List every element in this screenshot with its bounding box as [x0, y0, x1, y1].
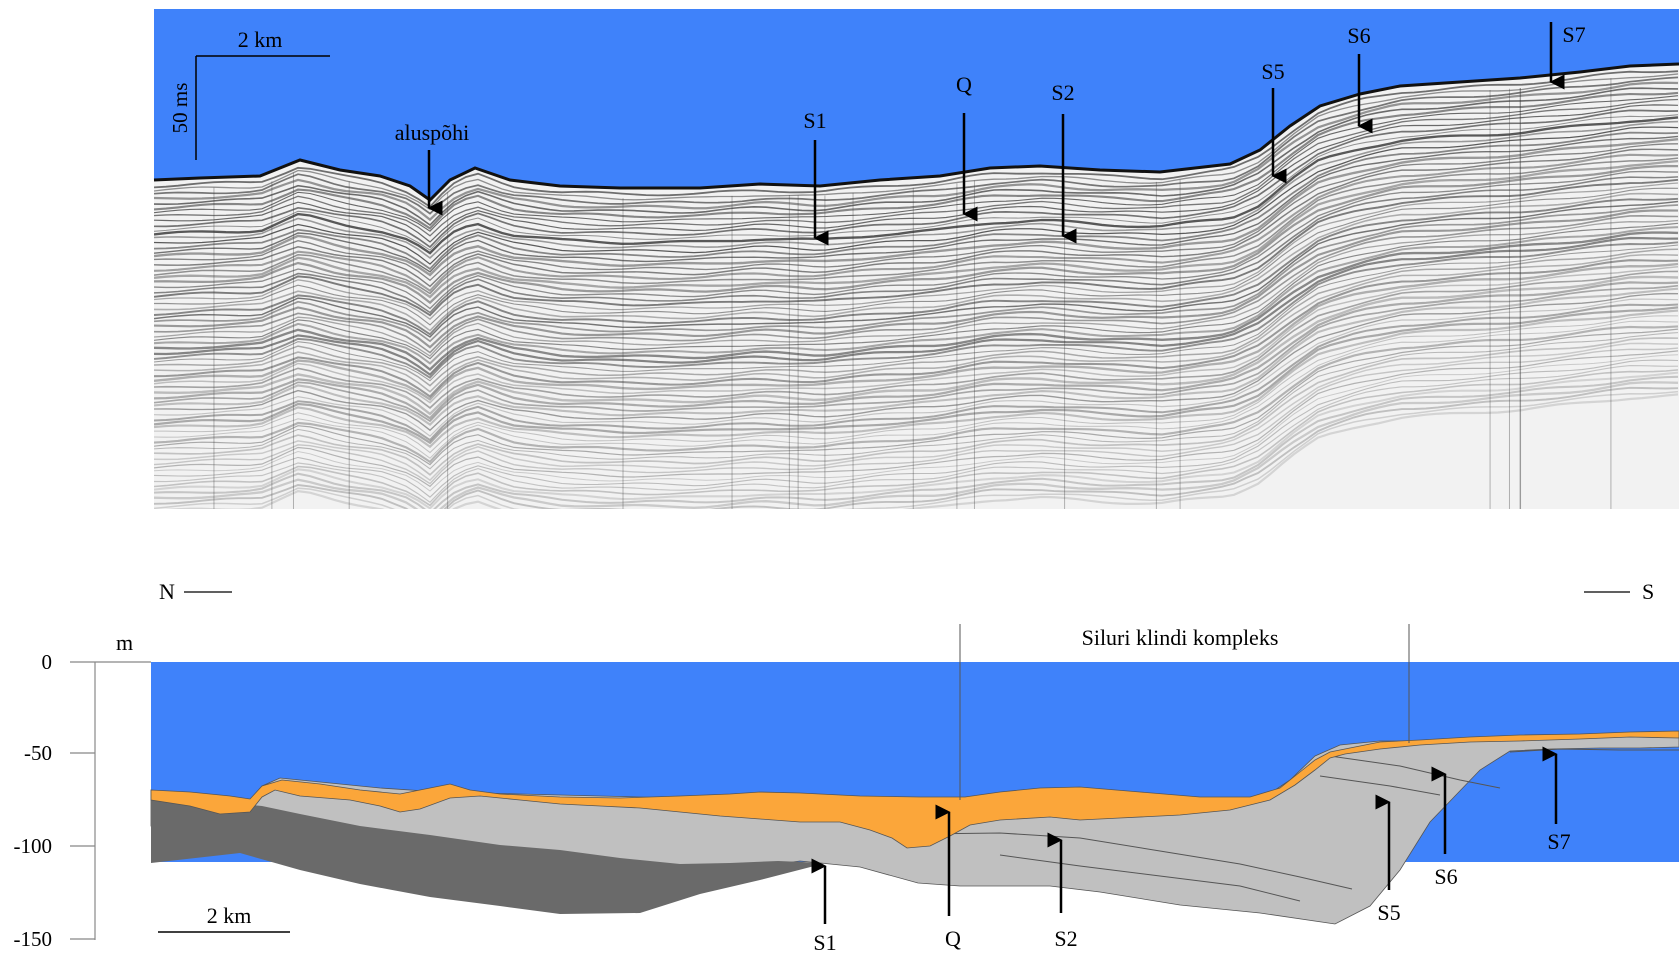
seabed-reflector — [153, 62, 1679, 202]
depth-unit-label: m — [116, 630, 133, 655]
svg-text:S1: S1 — [803, 108, 826, 133]
depth-tick-100: -100 — [14, 834, 53, 858]
depth-axis: 0 -50 -100 -150 — [14, 650, 151, 951]
svg-text:S1: S1 — [813, 930, 836, 955]
seismic-scale: 2 km 50 ms — [168, 27, 330, 160]
svg-text:S7: S7 — [1562, 22, 1585, 47]
svg-text:Q: Q — [956, 72, 972, 97]
svg-text:S5: S5 — [1377, 900, 1400, 925]
svg-text:S6: S6 — [1347, 23, 1370, 48]
section-annotations: S1 Q S2 S5 S6 S7 — [811, 746, 1571, 955]
section-annotation-s7: S7 — [1542, 746, 1571, 854]
seismic-water-column — [154, 9, 1679, 200]
depth-tick-50: -50 — [24, 741, 52, 765]
svg-text:aluspõhi: aluspõhi — [395, 120, 470, 145]
annotation-aluspohi: aluspõhi — [395, 120, 470, 216]
annotation-s6: S6 — [1347, 23, 1373, 134]
annotation-s2: S2 — [1051, 80, 1077, 244]
basement-layer — [151, 795, 826, 914]
annotation-s1: S1 — [803, 108, 829, 246]
seismic-panel: 2 km 50 ms aluspõhi S1 Q S2 S5 — [153, 9, 1679, 509]
section-scale-label: 2 km — [207, 903, 252, 928]
south-label: S — [1642, 579, 1654, 604]
svg-text:S5: S5 — [1261, 59, 1284, 84]
complex-bracket: Siluri klindi kompleks — [959, 624, 1410, 800]
svg-text:S6: S6 — [1434, 864, 1457, 889]
depth-tick-150: -150 — [14, 927, 53, 951]
complex-label: Siluri klindi kompleks — [1082, 625, 1279, 650]
svg-text:S2: S2 — [1051, 80, 1074, 105]
annotation-s7: S7 — [1549, 22, 1586, 90]
svg-text:Q: Q — [945, 926, 961, 951]
svg-text:S7: S7 — [1547, 829, 1570, 854]
section-panel: N S m 0 -50 -100 — [14, 579, 1679, 955]
section-annotation-q: Q — [935, 804, 961, 951]
internal-horizons — [919, 748, 1679, 902]
annotation-q: Q — [956, 72, 978, 222]
svg-text:S2: S2 — [1054, 926, 1077, 951]
seismic-annotations: aluspõhi S1 Q S2 S5 S6 — [395, 22, 1586, 246]
section-scale: 2 km — [158, 903, 290, 933]
quaternary-layer — [150, 730, 1679, 849]
annotation-s5: S5 — [1261, 59, 1287, 184]
seismic-reflectors — [154, 70, 1679, 509]
section-annotation-s5: S5 — [1375, 794, 1401, 925]
depth-tick-0: 0 — [42, 650, 53, 674]
section-annotation-s6: S6 — [1431, 766, 1458, 889]
north-label: N — [159, 579, 175, 604]
seismic-distance-scale-label: 2 km — [238, 27, 283, 52]
section-annotation-s2: S2 — [1047, 832, 1078, 951]
section-annotation-s1: S1 — [811, 858, 837, 955]
seismic-time-scale-label: 50 ms — [168, 83, 192, 134]
